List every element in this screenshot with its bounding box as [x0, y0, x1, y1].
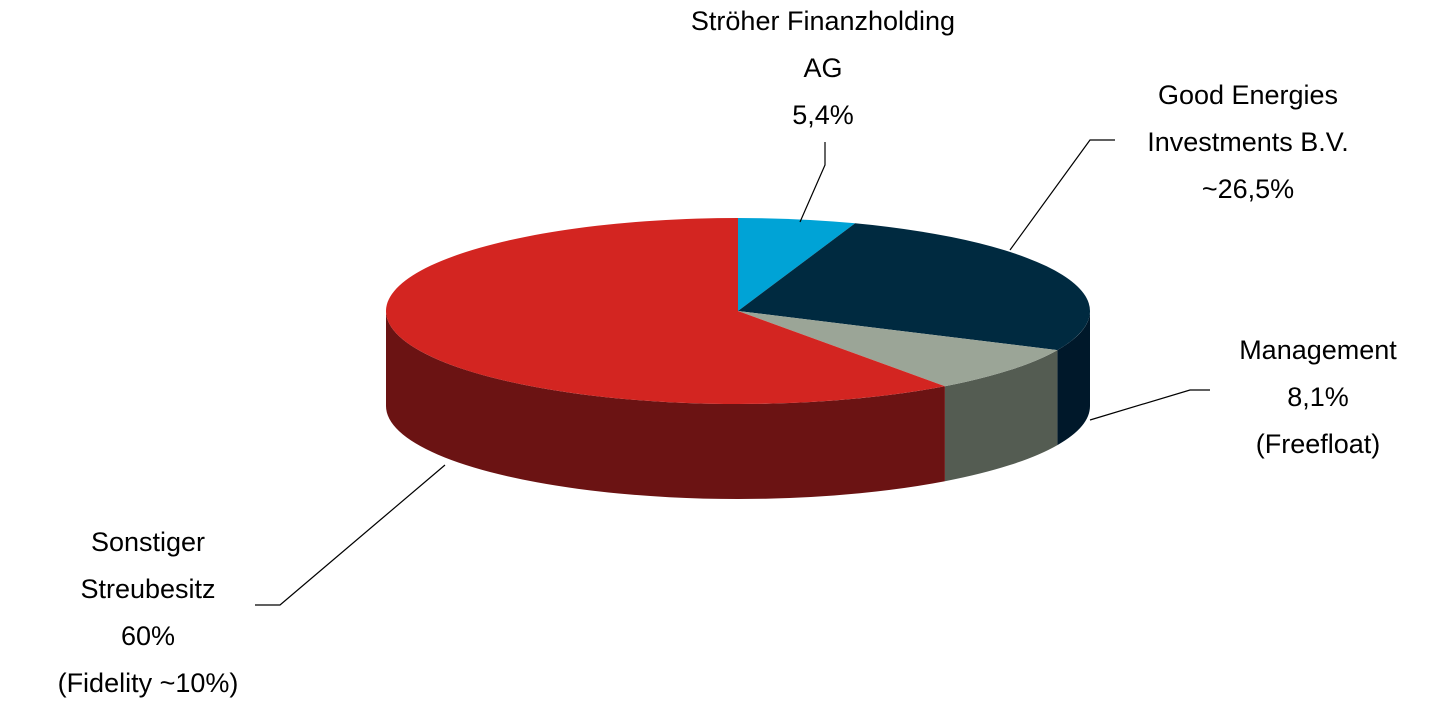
leader-line [799, 142, 826, 223]
slice-label: Ströher Finanzholding AG 5,4% [603, 0, 1043, 139]
pie-side [1057, 311, 1090, 446]
value-label: 5,4% [792, 100, 854, 130]
value-label: 8,1% [1287, 382, 1349, 412]
pie-slice [738, 223, 1090, 351]
pie [385, 218, 1090, 499]
category-label: Good Energies Investments B.V. [1147, 80, 1349, 157]
leader-line [1089, 389, 1210, 421]
category-label: Ströher Finanzholding AG [690, 6, 956, 83]
leader-line [1009, 139, 1115, 251]
slice-label: Sonstiger Streubesitz 60% (Fidelity ~10%) [0, 519, 368, 707]
note: (Fidelity ~10%) [57, 668, 239, 698]
pie-side [944, 350, 1058, 482]
pie-slice [385, 218, 945, 404]
pie-slice [738, 218, 856, 311]
pie-side [386, 311, 945, 499]
pie-slice [738, 311, 1058, 387]
category-label: Management [1239, 335, 1397, 365]
value-label: ~26,5% [1201, 174, 1295, 204]
slice-label: Management 8,1% (Freefloat) [1098, 327, 1438, 468]
leader-line [255, 464, 446, 606]
value-label: 60% [120, 621, 176, 651]
note: (Freefloat) [1255, 429, 1381, 459]
category-label: Sonstiger Streubesitz [80, 527, 216, 604]
slice-label: Good Energies Investments B.V. ~26,5% [1028, 72, 1438, 213]
